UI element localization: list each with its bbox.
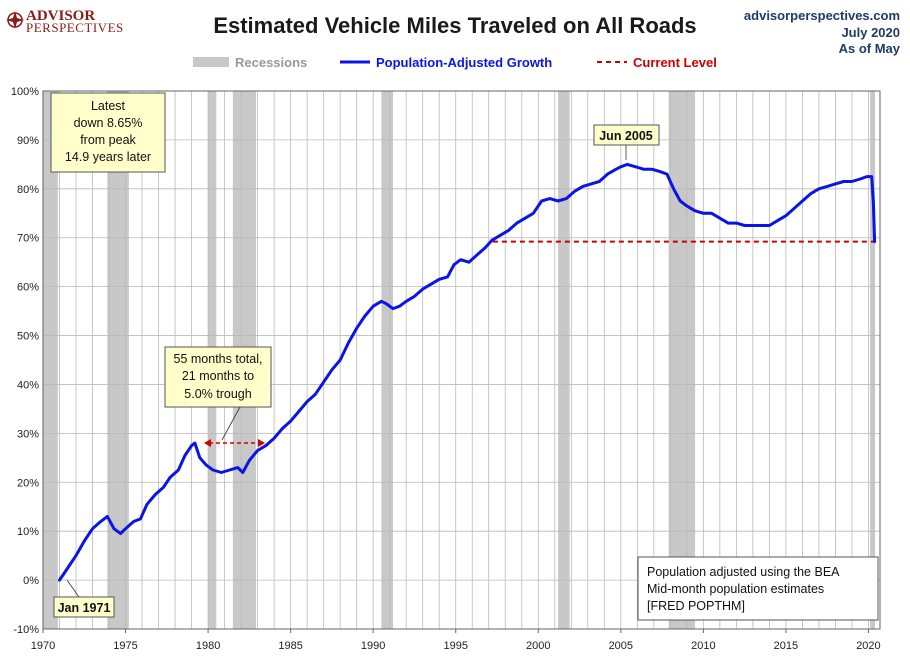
trough-span-arrow (204, 439, 265, 447)
legend-series: Population-Adjusted Growth (376, 55, 552, 70)
callout-latest-line3: from peak (80, 133, 136, 147)
chart-title: Estimated Vehicle Miles Traveled on All … (213, 13, 696, 38)
legend-recession-swatch (193, 57, 229, 67)
legend-recessions: Recessions (235, 55, 307, 70)
callout-trough-line1: 55 months total, (174, 352, 263, 366)
note-line2: Mid-month population estimates (647, 582, 824, 596)
x-tick-label: 1995 (443, 640, 467, 652)
legend-current: Current Level (633, 55, 717, 70)
callout-trough-line3: 5.0% trough (184, 387, 251, 401)
x-tick-label: 2010 (691, 640, 715, 652)
callout-latest-line1: Latest (91, 99, 126, 113)
as-of-label: As of May (839, 41, 901, 56)
callout-start-label: Jan 1971 (58, 601, 111, 615)
recession-band-6 (668, 91, 696, 629)
x-tick-label: 1980 (196, 640, 220, 652)
y-tick-label: 40% (17, 379, 39, 391)
legend: Recessions Population-Adjusted Growth Cu… (193, 55, 717, 70)
compass-rose-icon (6, 11, 24, 29)
source-label: advisorperspectives.com (744, 8, 900, 23)
y-tick-label: 100% (11, 86, 39, 98)
callout-latest-line4: 14.9 years later (65, 150, 151, 164)
note-line1: Population adjusted using the BEA (647, 565, 840, 579)
note-line3: [FRED POPTHM] (647, 599, 745, 613)
x-tick-label: 2000 (526, 640, 550, 652)
logo: ADVISOR PERSPECTIVES (6, 8, 124, 35)
callout-latest-line2: down 8.65% (74, 116, 143, 130)
callout-start-pointer (66, 579, 80, 598)
series-group (58, 162, 877, 582)
x-tick-label: 1970 (31, 640, 55, 652)
callout-latest: Latest down 8.65% from peak 14.9 years l… (50, 92, 166, 173)
y-tick-label: 30% (17, 428, 39, 440)
x-tick-label: 2015 (774, 640, 798, 652)
y-tick-label: 80% (17, 184, 39, 196)
logo-line2: PERSPECTIVES (26, 20, 124, 35)
y-tick-label: 70% (17, 233, 39, 245)
gridlines (42, 90, 880, 630)
plot-frame (42, 90, 881, 630)
recession-band-4 (381, 91, 393, 629)
y-tick-label: 10% (17, 526, 39, 538)
x-tick-label: 2020 (856, 640, 880, 652)
logo-line1: ADVISOR (26, 8, 95, 24)
callout-peak-label: Jun 2005 (599, 129, 653, 143)
y-tick-label: 90% (17, 135, 39, 147)
series-line-0 (58, 162, 877, 582)
callout-peak: Jun 2005 (593, 124, 660, 160)
recession-band-7 (870, 91, 876, 629)
date-label: July 2020 (841, 25, 900, 40)
y-tick-label: 20% (17, 477, 39, 489)
callout-trough-line2: 21 months to (182, 369, 254, 383)
population-note: Population adjusted using the BEA Mid-mo… (637, 556, 879, 621)
recession-band-5 (558, 91, 570, 629)
callout-start: Jan 1971 (53, 579, 115, 618)
x-tick-label: 2005 (609, 640, 633, 652)
y-tick-label: 50% (17, 331, 39, 343)
y-tick-label: -10% (13, 624, 39, 636)
y-tick-label: 0% (23, 575, 39, 587)
recession-band-0 (43, 91, 58, 629)
y-axis-ticks: -10% 0% 10% 20% 30% 40% 50% 60% 70% 80% 90% 100% (11, 86, 39, 636)
x-tick-label: 1975 (113, 640, 137, 652)
callout-trough: 55 months total, 21 months to 5.0% troug… (164, 346, 272, 441)
callout-trough-pointer (221, 406, 241, 441)
x-tick-label: 1990 (361, 640, 385, 652)
x-tick-label: 1985 (278, 640, 302, 652)
x-axis-ticks: 1970 1975 1980 1985 1990 1995 2000 2005 2010 2015… (31, 629, 881, 652)
recession-band-1 (107, 91, 129, 629)
y-tick-label: 60% (17, 282, 39, 294)
